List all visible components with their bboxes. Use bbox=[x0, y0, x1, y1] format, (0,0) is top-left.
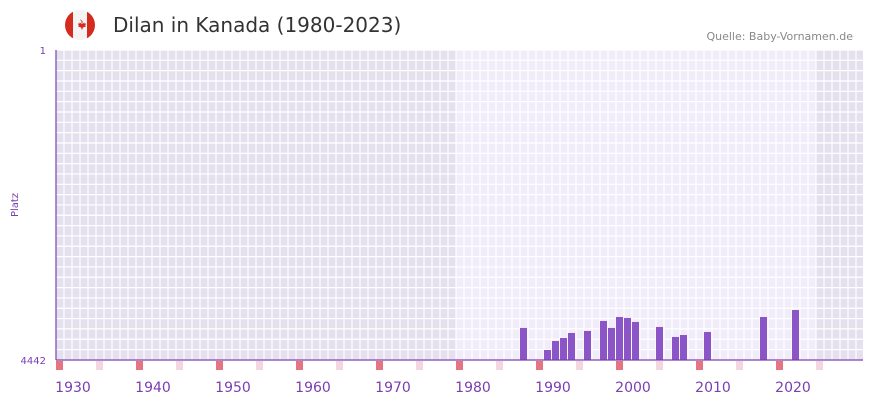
x-tick-label: 1990 bbox=[535, 380, 571, 396]
bar-2016 bbox=[760, 317, 767, 360]
x-tick-label: 1940 bbox=[135, 380, 171, 396]
decade-marker bbox=[296, 361, 303, 370]
x-tick-label: 1980 bbox=[455, 380, 491, 396]
x-tick-label: 1930 bbox=[55, 380, 91, 396]
y-tick-label: 4442 bbox=[21, 356, 46, 367]
bar-1999 bbox=[624, 317, 631, 360]
canada-flag-icon bbox=[65, 10, 95, 40]
decade-marker bbox=[776, 361, 783, 370]
x-tick-label: 2020 bbox=[775, 380, 811, 396]
bar-2009 bbox=[704, 332, 711, 360]
half-decade-marker bbox=[256, 361, 263, 370]
half-decade-marker bbox=[176, 361, 183, 370]
y-axis-label: Platz bbox=[10, 193, 21, 217]
bar-1994 bbox=[584, 330, 591, 360]
x-tick-label: 2000 bbox=[615, 380, 651, 396]
half-decade-marker bbox=[656, 361, 663, 370]
bar-1986 bbox=[520, 327, 527, 360]
half-decade-marker bbox=[416, 361, 423, 370]
bar-1997 bbox=[608, 327, 615, 360]
x-tick-label: 1970 bbox=[375, 380, 411, 396]
bar-1996 bbox=[600, 320, 607, 360]
half-decade-marker bbox=[736, 361, 743, 370]
bar-2003 bbox=[656, 326, 663, 360]
source-credit: Quelle: Baby-Vornamen.de bbox=[706, 30, 853, 43]
half-decade-marker bbox=[816, 361, 823, 370]
decade-marker bbox=[616, 361, 623, 370]
half-decade-marker bbox=[496, 361, 503, 370]
bar-1991 bbox=[560, 338, 567, 360]
decade-marker bbox=[56, 361, 63, 370]
bar-2006 bbox=[680, 335, 687, 360]
bar-2000 bbox=[632, 321, 639, 360]
bar-1992 bbox=[568, 332, 575, 360]
decade-marker bbox=[216, 361, 223, 370]
bar-2020 bbox=[792, 310, 799, 360]
chart-title: Dilan in Kanada (1980-2023) bbox=[113, 13, 402, 37]
decade-marker bbox=[536, 361, 543, 370]
half-decade-marker bbox=[336, 361, 343, 370]
x-tick-label: 1950 bbox=[215, 380, 251, 396]
half-decade-marker bbox=[576, 361, 583, 370]
decade-marker bbox=[136, 361, 143, 370]
x-tick-label: 2010 bbox=[695, 380, 731, 396]
x-tick-label: 1960 bbox=[295, 380, 331, 396]
half-decade-marker bbox=[96, 361, 103, 370]
bar-1990 bbox=[552, 341, 559, 360]
bar-1989 bbox=[544, 350, 551, 360]
decade-marker bbox=[696, 361, 703, 370]
bar-1998 bbox=[616, 317, 623, 360]
decade-marker bbox=[456, 361, 463, 370]
y-tick-label: 1 bbox=[40, 46, 46, 57]
bar-2005 bbox=[672, 336, 679, 360]
decade-marker bbox=[376, 361, 383, 370]
